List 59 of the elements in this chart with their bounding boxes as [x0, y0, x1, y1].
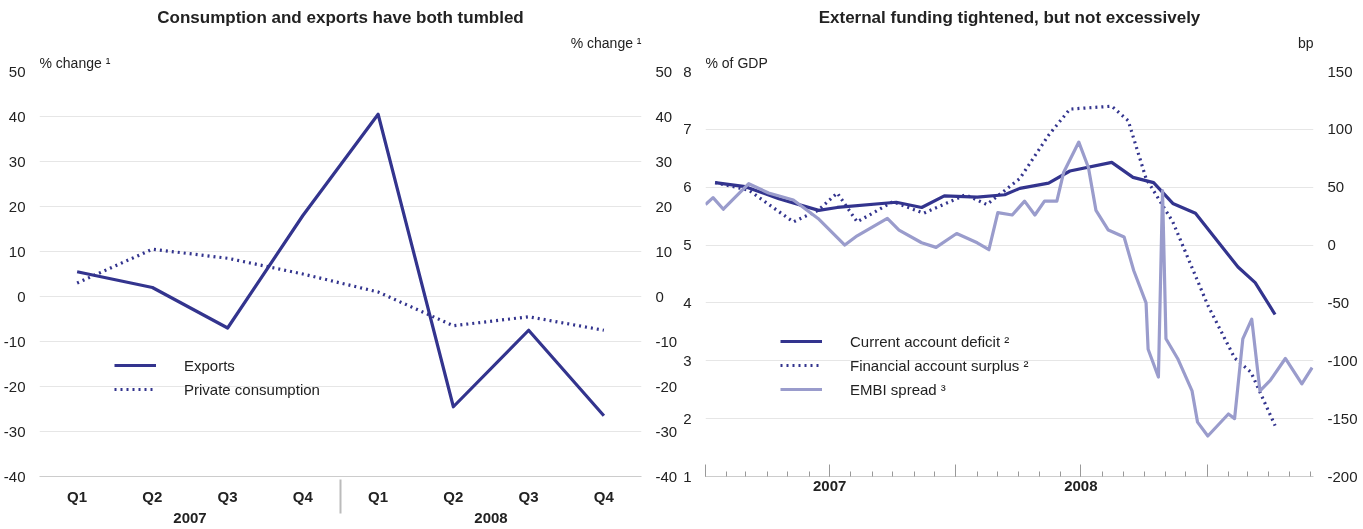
chart-title: Consumption and exports have both tumbled [157, 7, 524, 27]
y2-tick-label: 40 [655, 107, 673, 125]
y-tick-label: 1 [683, 467, 692, 485]
y2-tick-label: -150 [1327, 409, 1358, 427]
y-tick-label: 10 [8, 242, 26, 260]
y2-tick-label: 50 [655, 62, 673, 80]
x-tick-label: Q2 [443, 487, 464, 505]
y-tick-label: 4 [683, 293, 692, 311]
chart-title: External funding tightened, but not excessively [818, 7, 1201, 27]
y-tick-label: 8 [683, 62, 692, 80]
y2-tick-label: -100 [1327, 351, 1358, 369]
x-tick-label: Q3 [518, 487, 539, 505]
y-tick-label: 50 [8, 62, 26, 80]
y-tick-label: -20 [3, 377, 26, 395]
y-tick-label: 5 [683, 236, 692, 254]
y-axis-title: % of GDP [705, 54, 768, 71]
x-tick-label: Q1 [368, 487, 389, 505]
y-tick-label: -40 [3, 467, 26, 485]
y2-tick-label: -40 [655, 467, 678, 485]
text: 2007 [173, 508, 207, 526]
y-tick-label: 2 [683, 409, 692, 427]
y-tick-label: 3 [683, 351, 692, 369]
y2-tick-label: 50 [1327, 178, 1345, 196]
y2-tick-label: 20 [655, 197, 673, 215]
y-tick-label: 7 [683, 120, 692, 138]
y2-tick-label: -200 [1327, 467, 1358, 485]
y2-tick-label: -20 [655, 377, 678, 395]
text: 2008 [474, 508, 508, 526]
y2-tick-label: -10 [655, 332, 678, 350]
y2-tick-label: 0 [655, 287, 664, 305]
legend-label: Current account deficit ² [850, 331, 1010, 352]
y-tick-label: 0 [17, 287, 26, 305]
x-tick-label: Q3 [217, 487, 238, 505]
legend-label: EMBI spread ³ [850, 379, 946, 400]
line-series [705, 140, 1314, 438]
y2-tick-label: 150 [1327, 62, 1353, 80]
legend-label: Exports [184, 355, 235, 376]
y-tick-label: -10 [3, 332, 26, 350]
y2-tick-label: -30 [655, 422, 678, 440]
line-series [75, 112, 606, 418]
x-tick-label: Q4 [292, 487, 314, 505]
y2-axis-title: bp [1297, 34, 1314, 51]
y2-tick-label: -50 [1327, 293, 1350, 311]
x-tick-label: Q1 [67, 487, 88, 505]
y-tick-label: -30 [3, 422, 26, 440]
y2-tick-label: 0 [1327, 236, 1336, 254]
y2-tick-label: 10 [655, 242, 673, 260]
y-tick-label: 6 [683, 178, 692, 196]
y-tick-label: 30 [8, 152, 26, 170]
legend-label: Private consumption [184, 379, 320, 400]
x-tick-label: Q2 [142, 487, 163, 505]
y-tick-label: 20 [8, 197, 26, 215]
x-tick-label: Q4 [593, 487, 615, 505]
legend-label: Financial account surplus ² [850, 355, 1029, 376]
y-axis-title: % change ¹ [39, 54, 111, 71]
y2-tick-label: 30 [655, 152, 673, 170]
y2-axis-title: % change ¹ [570, 34, 642, 51]
y-tick-label: 40 [8, 107, 26, 125]
y2-tick-label: 100 [1327, 120, 1353, 138]
